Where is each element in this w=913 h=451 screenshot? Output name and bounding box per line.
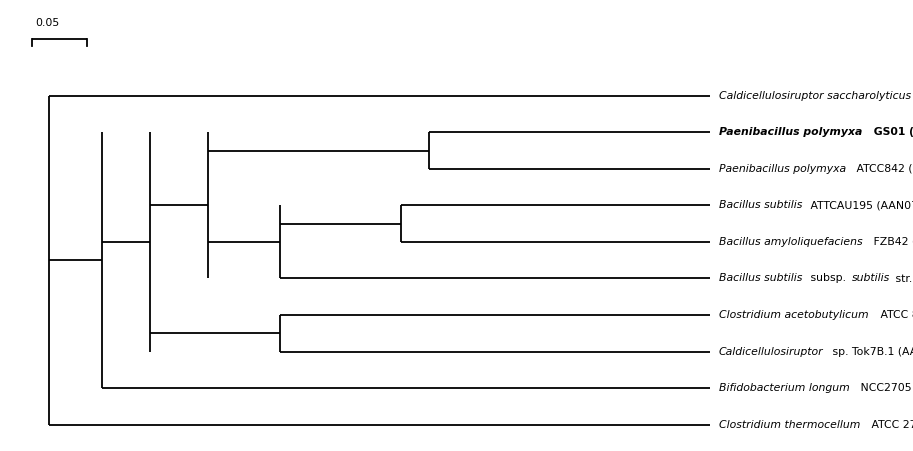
Text: Paenibacillus polymyxa: Paenibacillus polymyxa xyxy=(719,127,862,138)
Text: Clostridium acetobutylicum: Clostridium acetobutylicum xyxy=(719,310,868,320)
Text: ATCC 824 (NP_149283): ATCC 824 (NP_149283) xyxy=(876,309,913,321)
Text: Paenibacillus polymyxa: Paenibacillus polymyxa xyxy=(719,164,846,174)
Text: ATTCAU195 (AAN07015): ATTCAU195 (AAN07015) xyxy=(807,200,913,211)
Text: 0.05: 0.05 xyxy=(36,18,59,28)
Text: ATCC 27405 (EAM47267): ATCC 27405 (EAM47267) xyxy=(868,419,913,429)
Text: subtilis: subtilis xyxy=(852,273,890,284)
Text: GS01 (Xyl43A): GS01 (Xyl43A) xyxy=(870,127,913,138)
Text: Bacillus subtilis: Bacillus subtilis xyxy=(719,273,803,284)
Text: Caldicellulosiruptor saccharolyticus: Caldicellulosiruptor saccharolyticus xyxy=(719,91,911,101)
Text: Bacillus amyloliquefaciens: Bacillus amyloliquefaciens xyxy=(719,237,863,247)
Text: sp. Tok7B.1 (AAD30363): sp. Tok7B.1 (AAD30363) xyxy=(829,346,913,357)
Text: str. 168 (NP_389698): str. 168 (NP_389698) xyxy=(892,273,913,284)
Text: ATCC842 (CAA40378): ATCC842 (CAA40378) xyxy=(853,164,913,174)
Text: Clostridium thermocellum: Clostridium thermocellum xyxy=(719,419,860,429)
Text: FZB42 (CAE11247): FZB42 (CAE11247) xyxy=(870,237,913,247)
Text: Bifidobacterium longum: Bifidobacterium longum xyxy=(719,383,850,393)
Text: NCC2705 (NP_696698): NCC2705 (NP_696698) xyxy=(856,382,913,394)
Text: Bacillus subtilis: Bacillus subtilis xyxy=(719,200,803,211)
Text: Caldicellulosiruptor: Caldicellulosiruptor xyxy=(719,346,824,357)
Text: subsp.: subsp. xyxy=(807,273,849,284)
